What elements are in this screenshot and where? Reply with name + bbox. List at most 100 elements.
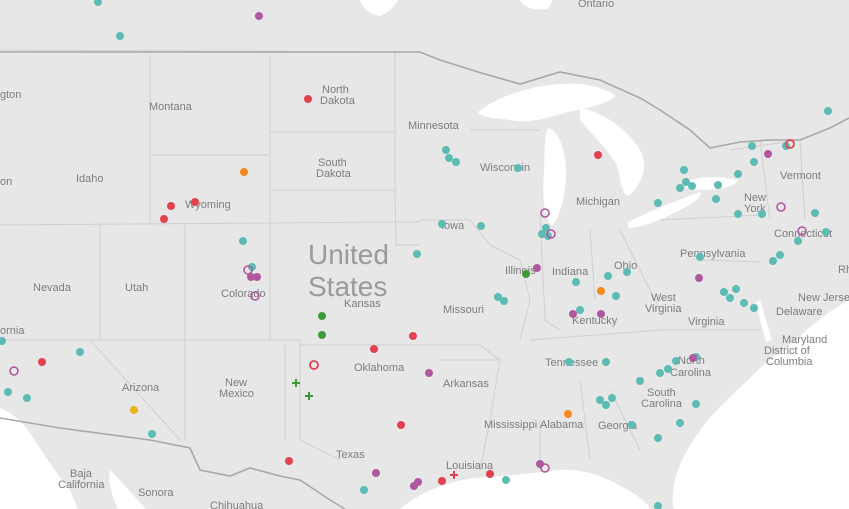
marker-teal[interactable] xyxy=(692,400,700,408)
marker-teal[interactable] xyxy=(636,377,644,385)
marker-red[interactable] xyxy=(438,477,446,485)
marker-teal[interactable] xyxy=(596,396,604,404)
marker-purple-ring[interactable] xyxy=(243,265,253,275)
marker-teal[interactable] xyxy=(720,288,728,296)
marker-teal[interactable] xyxy=(726,294,734,302)
marker-teal[interactable] xyxy=(248,263,256,271)
marker-purple[interactable] xyxy=(764,150,772,158)
marker-red-ring[interactable] xyxy=(785,139,795,149)
marker-teal[interactable] xyxy=(680,166,688,174)
marker-red[interactable] xyxy=(370,345,378,353)
marker-red[interactable] xyxy=(285,457,293,465)
marker-red[interactable] xyxy=(409,332,417,340)
marker-orange[interactable] xyxy=(240,168,248,176)
marker-purple[interactable] xyxy=(533,264,541,272)
marker-red-ring[interactable] xyxy=(309,360,319,370)
marker-teal[interactable] xyxy=(734,210,742,218)
marker-teal[interactable] xyxy=(732,285,740,293)
marker-teal[interactable] xyxy=(514,164,522,172)
marker-teal[interactable] xyxy=(811,209,819,217)
marker-purple[interactable] xyxy=(689,354,697,362)
marker-teal[interactable] xyxy=(822,228,830,236)
marker-teal[interactable] xyxy=(758,210,766,218)
marker-teal[interactable] xyxy=(748,142,756,150)
marker-teal[interactable] xyxy=(654,502,662,509)
marker-teal[interactable] xyxy=(656,369,664,377)
marker-green-plus[interactable] xyxy=(292,379,300,387)
marker-teal[interactable] xyxy=(734,170,742,178)
marker-red[interactable] xyxy=(160,215,168,223)
marker-teal[interactable] xyxy=(714,181,722,189)
marker-purple[interactable] xyxy=(253,273,261,281)
marker-teal[interactable] xyxy=(750,304,758,312)
marker-teal[interactable] xyxy=(76,348,84,356)
marker-teal[interactable] xyxy=(602,401,610,409)
marker-teal[interactable] xyxy=(750,158,758,166)
marker-teal[interactable] xyxy=(500,297,508,305)
marker-teal[interactable] xyxy=(776,251,784,259)
marker-teal[interactable] xyxy=(239,237,247,245)
marker-teal[interactable] xyxy=(23,394,31,402)
marker-purple[interactable] xyxy=(247,273,255,281)
marker-teal[interactable] xyxy=(477,222,485,230)
marker-purple[interactable] xyxy=(414,478,422,486)
marker-teal[interactable] xyxy=(494,293,502,301)
marker-orange[interactable] xyxy=(564,410,572,418)
marker-purple-ring[interactable] xyxy=(540,208,550,218)
marker-teal[interactable] xyxy=(148,430,156,438)
marker-red[interactable] xyxy=(594,151,602,159)
marker-purple[interactable] xyxy=(569,310,577,318)
marker-teal[interactable] xyxy=(502,476,510,484)
marker-red[interactable] xyxy=(486,470,494,478)
marker-red[interactable] xyxy=(38,358,46,366)
marker-teal[interactable] xyxy=(442,146,450,154)
marker-red[interactable] xyxy=(397,421,405,429)
marker-teal[interactable] xyxy=(664,365,672,373)
marker-teal[interactable] xyxy=(676,184,684,192)
marker-teal[interactable] xyxy=(413,250,421,258)
marker-yellow[interactable] xyxy=(130,406,138,414)
location-markers[interactable] xyxy=(0,0,832,509)
marker-teal[interactable] xyxy=(612,292,620,300)
marker-teal[interactable] xyxy=(116,32,124,40)
marker-teal[interactable] xyxy=(769,257,777,265)
marker-purple-ring[interactable] xyxy=(9,366,19,376)
marker-green[interactable] xyxy=(318,312,326,320)
marker-teal[interactable] xyxy=(696,253,704,261)
marker-purple-ring[interactable] xyxy=(546,229,556,239)
marker-teal[interactable] xyxy=(628,421,636,429)
marker-teal[interactable] xyxy=(438,220,446,228)
marker-red[interactable] xyxy=(191,198,199,206)
marker-teal[interactable] xyxy=(623,268,631,276)
marker-teal[interactable] xyxy=(672,357,680,365)
marker-teal[interactable] xyxy=(576,306,584,314)
marker-teal[interactable] xyxy=(740,299,748,307)
marker-teal[interactable] xyxy=(712,195,720,203)
marker-teal[interactable] xyxy=(688,182,696,190)
marker-teal[interactable] xyxy=(542,224,550,232)
marker-green-plus[interactable] xyxy=(305,392,313,400)
marker-teal[interactable] xyxy=(360,486,368,494)
marker-purple[interactable] xyxy=(695,274,703,282)
marker-red-plus[interactable] xyxy=(450,471,458,479)
marker-purple-ring[interactable] xyxy=(250,291,260,301)
marker-teal[interactable] xyxy=(824,107,832,115)
marker-teal[interactable] xyxy=(94,0,102,6)
marker-orange[interactable] xyxy=(597,287,605,295)
marker-purple[interactable] xyxy=(372,469,380,477)
marker-teal[interactable] xyxy=(676,419,684,427)
marker-purple-ring[interactable] xyxy=(797,226,807,236)
marker-teal[interactable] xyxy=(654,434,662,442)
marker-teal[interactable] xyxy=(794,237,802,245)
marker-purple-ring[interactable] xyxy=(776,202,786,212)
marker-teal[interactable] xyxy=(0,337,6,345)
marker-red[interactable] xyxy=(167,202,175,210)
marker-teal[interactable] xyxy=(602,358,610,366)
marker-teal[interactable] xyxy=(445,154,453,162)
marker-purple[interactable] xyxy=(597,310,605,318)
marker-teal[interactable] xyxy=(452,158,460,166)
marker-purple-ring[interactable] xyxy=(540,463,550,473)
marker-teal[interactable] xyxy=(4,388,12,396)
